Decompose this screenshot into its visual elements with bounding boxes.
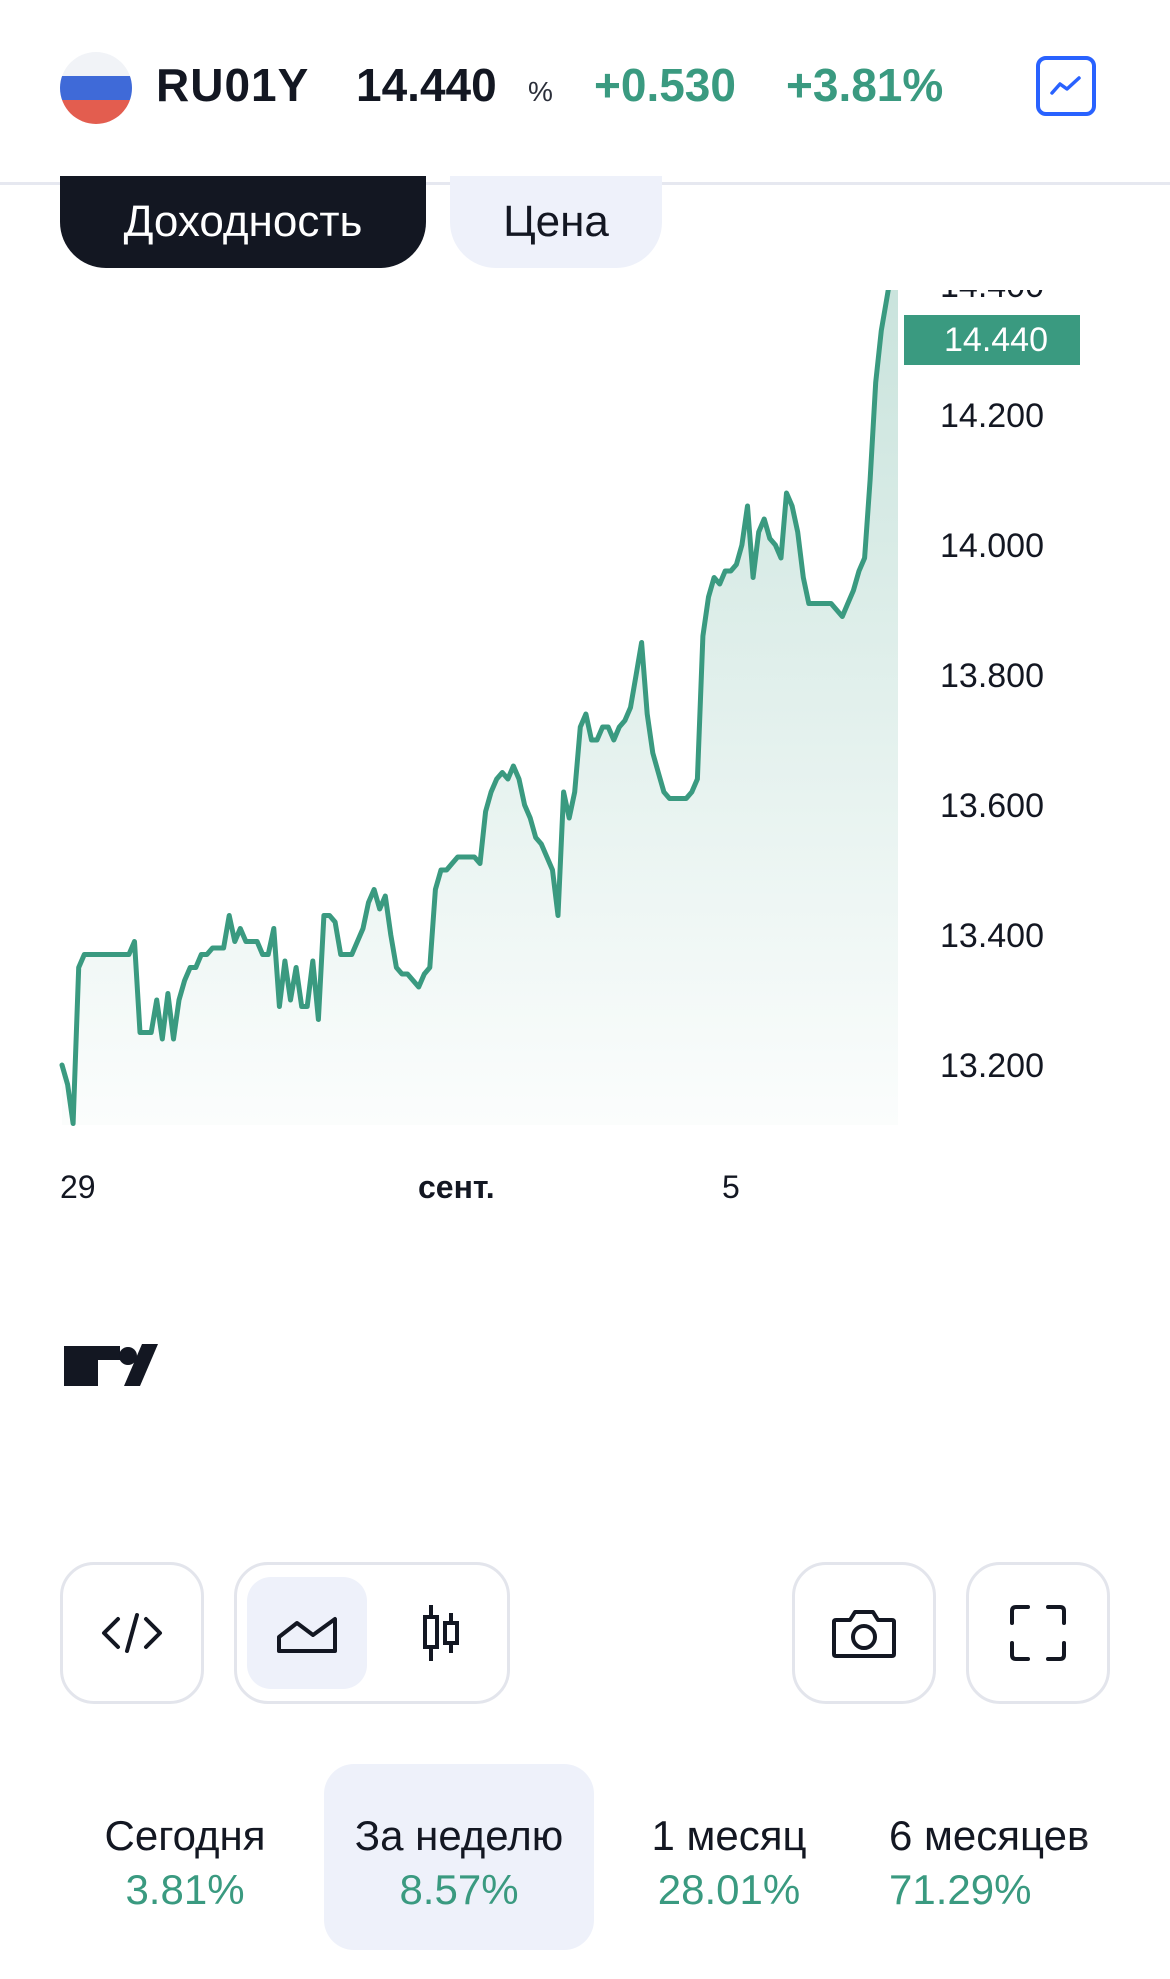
period-value: 71.29% xyxy=(889,1866,1032,1913)
y-tick-label: 14.400 xyxy=(940,290,1044,305)
value-unit: % xyxy=(528,76,553,107)
fullscreen-icon xyxy=(1010,1605,1066,1661)
change-value: +0.530 xyxy=(594,59,736,111)
area-chart-button[interactable] xyxy=(247,1577,367,1689)
period-label: За неделю xyxy=(354,1812,564,1859)
y-tick-label: 13.600 xyxy=(940,787,1044,825)
period-value: 28.01% xyxy=(657,1866,801,1913)
y-tick-label: 13.800 xyxy=(940,657,1044,695)
period-label: 1 месяц xyxy=(651,1812,807,1859)
change-percent: +3.81% xyxy=(786,59,944,111)
chart-button[interactable] xyxy=(1036,56,1096,116)
scroll-fade xyxy=(1080,1764,1170,1950)
screenshot-button[interactable] xyxy=(792,1562,936,1704)
period-week[interactable]: За неделю 8.57% xyxy=(324,1764,594,1950)
period-value: 3.81% xyxy=(125,1866,245,1913)
tab-yield-label: Доходность xyxy=(123,197,363,246)
y-tick-label: 13.200 xyxy=(940,1047,1044,1085)
yield-chart[interactable]: 13.200 13.400 13.600 13.800 14.000 14.200 14.4… xyxy=(0,290,1170,1480)
camera-icon xyxy=(832,1610,896,1658)
area-fill xyxy=(62,290,898,1125)
period-1-month[interactable]: 1 месяц 28.01% xyxy=(594,1764,864,1950)
last-value: 14.440 xyxy=(356,59,497,111)
symbol-name: RU01Y xyxy=(156,59,310,111)
fullscreen-button[interactable] xyxy=(966,1562,1110,1704)
series-line xyxy=(59,290,891,1126)
last-value-badge: 14.440 xyxy=(904,315,1080,365)
chart-type-switch xyxy=(234,1562,510,1704)
candles-button[interactable] xyxy=(381,1577,501,1689)
area-chart-icon xyxy=(277,1617,337,1653)
tab-yield[interactable]: Доходность xyxy=(60,176,426,268)
period-label: 6 месяцев xyxy=(889,1812,1090,1859)
time-axis: 29 сент. 5 xyxy=(60,1169,740,1205)
line-chart-icon xyxy=(1050,76,1081,95)
price-axis: 13.200 13.400 13.600 13.800 14.000 14.200 14.4… xyxy=(940,290,1044,1085)
period-today[interactable]: Сегодня 3.81% xyxy=(50,1764,320,1950)
embed-button[interactable] xyxy=(60,1562,204,1704)
russia-flag-icon xyxy=(60,52,132,124)
x-tick-label: 29 xyxy=(60,1169,96,1205)
last-value-badge-text: 14.440 xyxy=(944,321,1048,359)
x-tick-label: 5 xyxy=(722,1169,740,1205)
tab-price-label: Цена xyxy=(503,197,609,246)
candles-icon xyxy=(423,1605,459,1661)
y-tick-label: 14.000 xyxy=(940,527,1044,565)
x-tick-label: сент. xyxy=(418,1169,495,1205)
tab-price[interactable]: Цена xyxy=(450,176,662,268)
y-tick-label: 13.400 xyxy=(940,917,1044,955)
code-icon xyxy=(102,1613,162,1653)
period-6-months[interactable]: 6 месяцев 71.29% xyxy=(864,1764,1170,1950)
y-tick-label: 14.200 xyxy=(940,397,1044,435)
symbol-header: RU01Y 14.440 % +0.530 +3.81% xyxy=(0,0,1170,185)
period-value: 8.57% xyxy=(399,1866,519,1913)
period-label: Сегодня xyxy=(104,1812,266,1859)
tradingview-logo-icon xyxy=(64,1344,158,1386)
